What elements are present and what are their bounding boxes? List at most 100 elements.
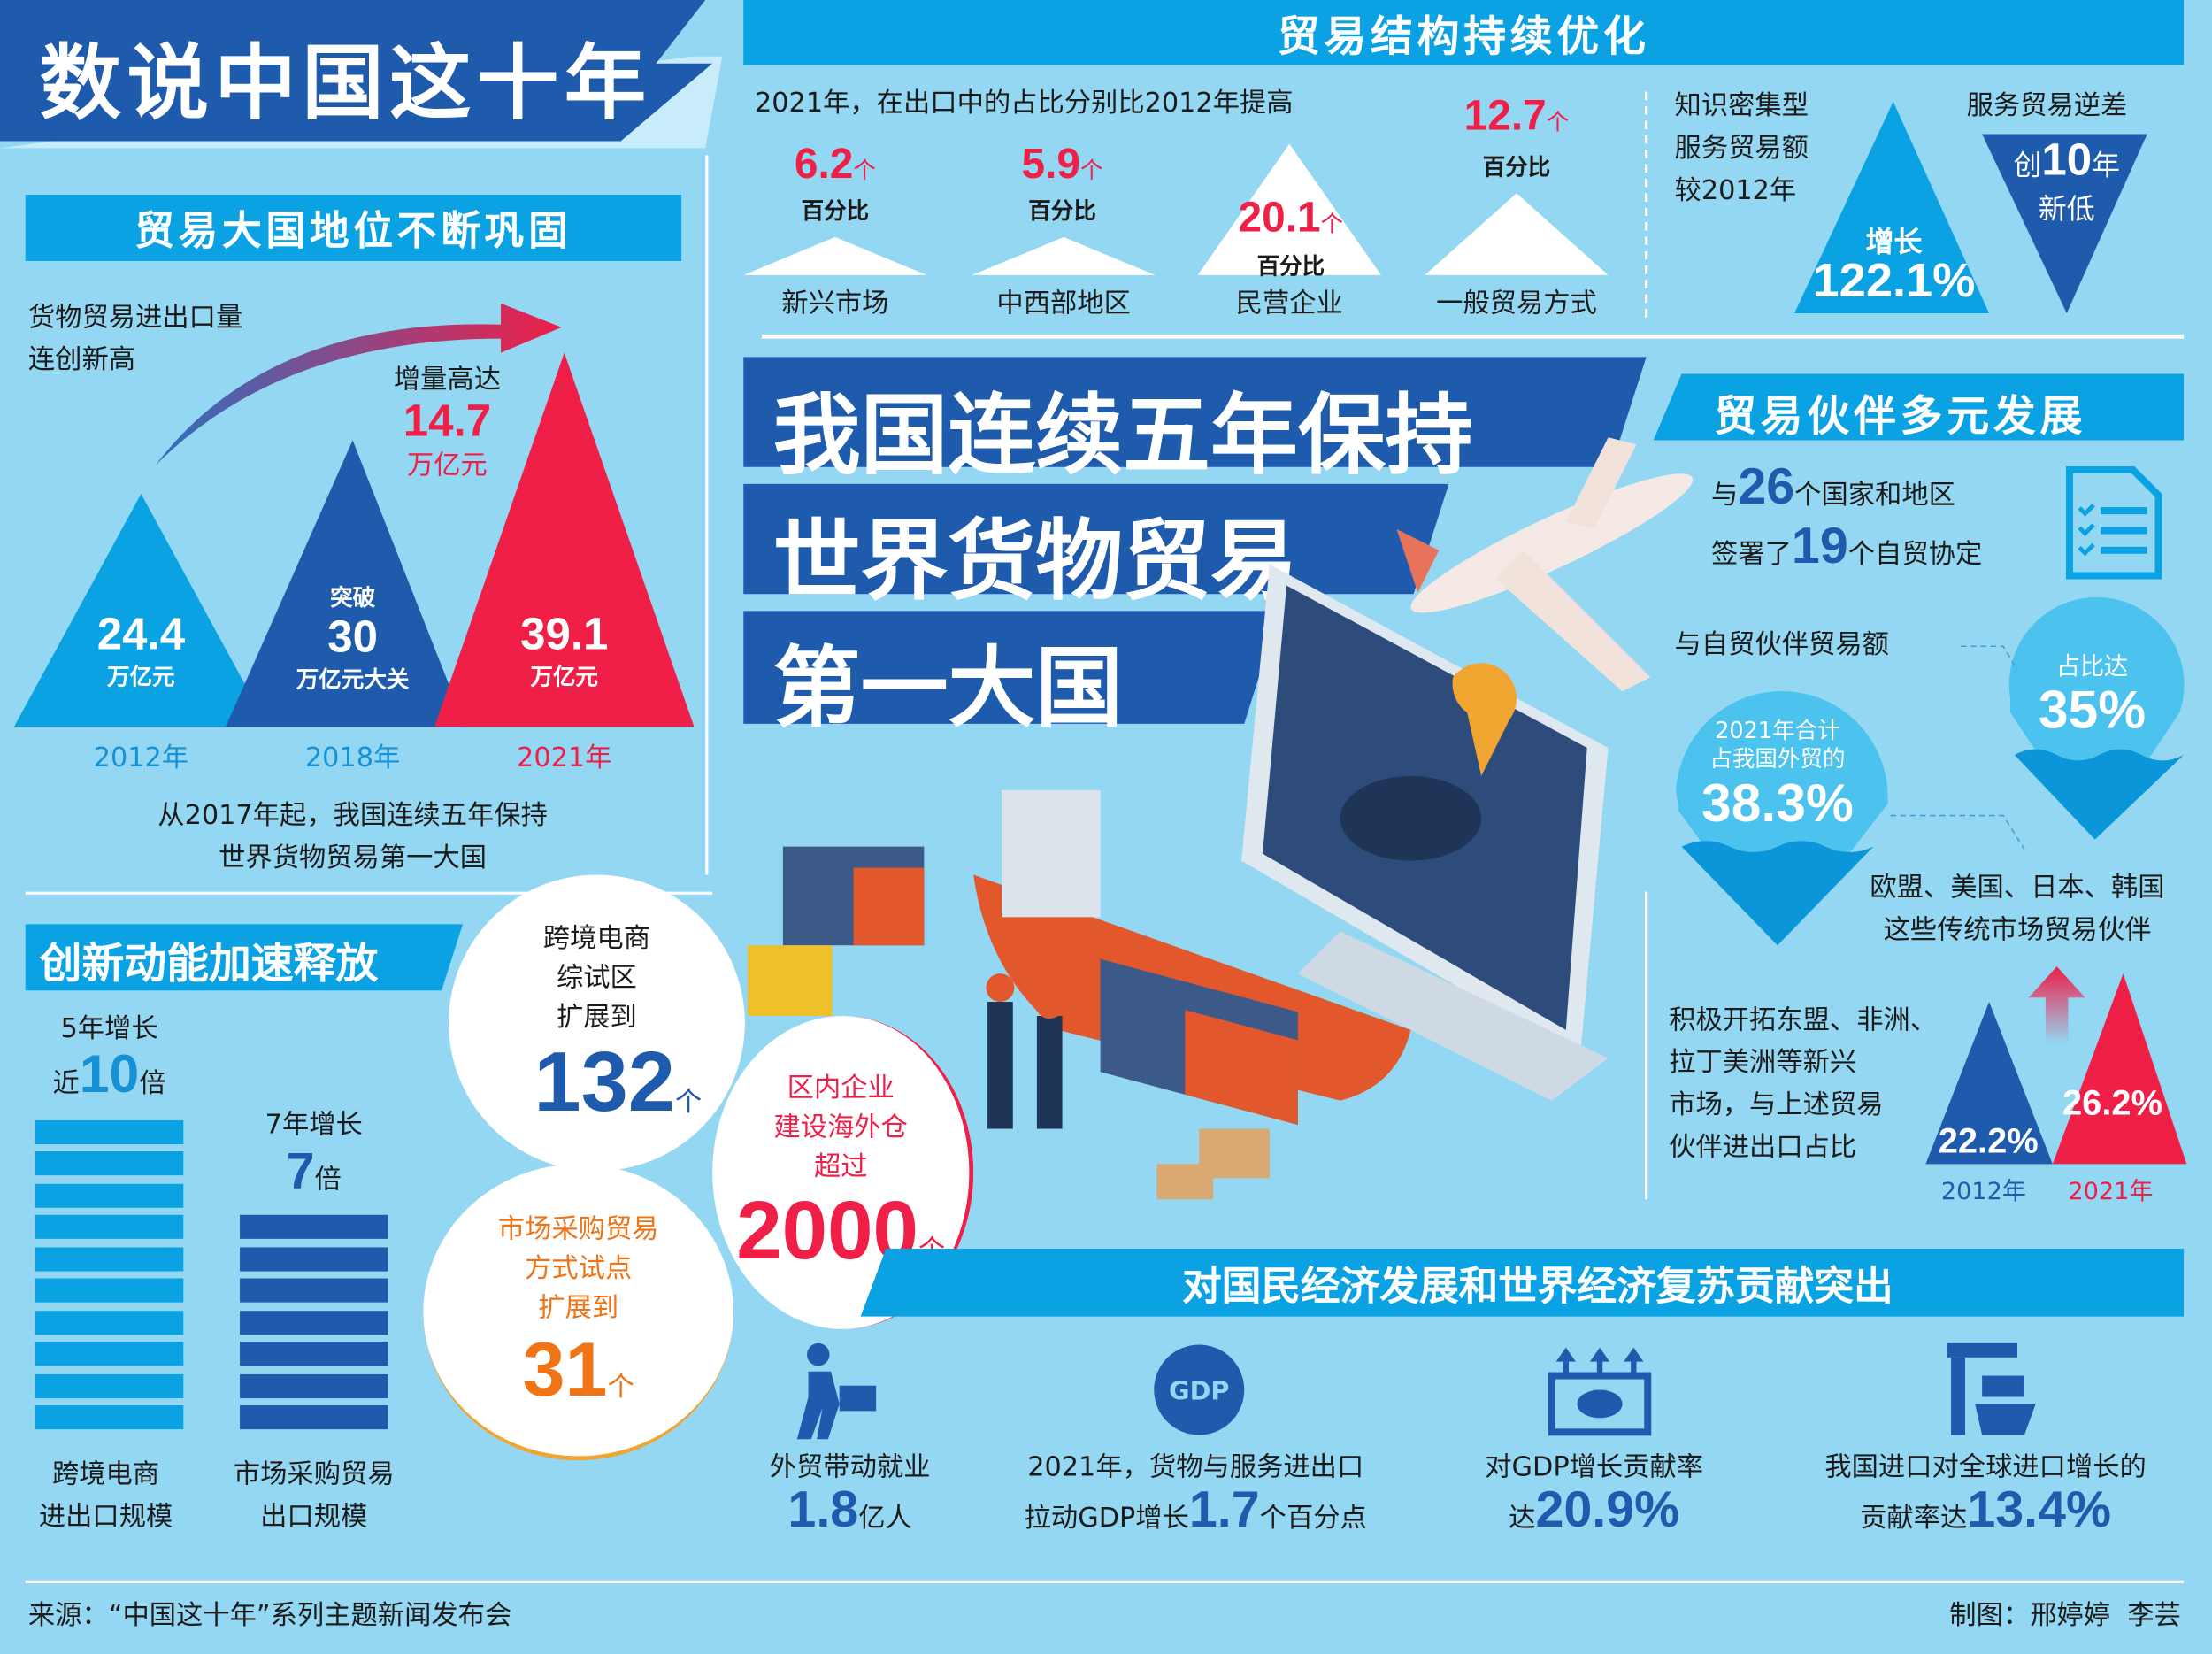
triangle-2012 [1925,1002,2053,1165]
pilot-zone-circle: 跨境电商 综试区 扩展到 132个 [449,874,745,1172]
line: 跨境电商 [51,1458,160,1490]
gdp-chart-icon [1548,1347,1652,1436]
value: 31 [522,1327,608,1412]
line: 2021年合计 [1715,716,1840,744]
airplane-icon [1396,437,1694,692]
trade-illustration [748,437,1694,1200]
divider [1645,891,1648,1200]
value: 26 [1738,457,1795,515]
boxes-icon [1156,1128,1270,1200]
stack-bar [35,1373,184,1398]
up-arrow-icon [2028,966,2085,1044]
bar-2018 [226,440,466,727]
unit: 万亿元 [107,663,175,690]
stack-bar [240,1373,388,1398]
unit-label: 百分比 [1256,252,1325,280]
divider [761,334,2185,339]
line: 7年增长 [265,1109,363,1141]
line: 进出口规模 [38,1501,173,1533]
document-checklist-icon [2065,465,2162,580]
divider [1645,91,1648,318]
post: 个自贸协定 [1847,539,1983,571]
drop-35-text: 占比达 35% [2015,646,2170,742]
line: 拉丁美洲等新兴 [1669,1047,1857,1079]
line: 方式试点 [525,1252,633,1284]
cargo-ship-icon [973,789,1411,1126]
pre: 与 [1711,480,1739,512]
unit: 个 [1546,108,1570,136]
emerging-markets: 积极开拓东盟、非洲、 拉丁美洲等新兴 市场，与上述贸易 伙伴进出口占比 [1669,999,1937,1168]
procurement-growth: 7年增长 7倍 [233,1104,395,1201]
item-label: 一般贸易方式 [1436,288,1597,319]
drop-38-text: 2021年合计 占我国外贸的 38.3% [1671,717,1883,835]
cbec-growth: 5年增长 近10倍 [28,1007,190,1106]
year-2021: 2021年 [517,742,612,773]
deficit-text: 创10年 新低 [1989,134,2144,227]
pre: 达 [1509,1503,1536,1535]
headline-line-3: 第一大国 [772,636,1124,740]
contribution-item-1: 外贸带动就业 1.8亿人 [719,1446,980,1539]
line: 综试区 [556,962,637,994]
status-chart [13,303,695,727]
value: 19 [1791,516,1848,574]
partners-header-bg [1653,373,2185,441]
share-triangles [1925,966,2187,1165]
line: 伙伴进出口占比 [1669,1131,1857,1163]
stack-bar [35,1182,184,1208]
value: 7 [286,1141,315,1200]
line: 积极开拓东盟、非洲、 [1669,1004,1938,1036]
value: 5.9 [1021,141,1081,188]
triangle-2021 [2052,973,2187,1165]
unit: 倍 [139,1067,166,1100]
bar-label-2018: 突破 30 万亿元大关 [268,579,437,695]
bar-2021 [434,352,695,727]
stack-bar [240,1310,388,1335]
post: 亿人 [858,1503,912,1535]
pre: 拉动GDP增长 [1024,1503,1189,1535]
title-banner [0,0,723,149]
fta-trade-label: 与自贸伙伴贸易额 [1674,629,1889,661]
drop-38 [1676,690,1888,946]
line: 占我国外贸的 [1709,744,1846,773]
bar-2012 [13,494,268,727]
value: 6.2 [794,141,854,188]
value: 14.7 [403,395,492,446]
value: 132 [534,1034,675,1129]
pre: 创 [2013,148,2042,182]
line: 外贸带动就业 [769,1451,931,1483]
value: 20.1 [1238,195,1321,242]
structure-subtitle: 2021年，在出口中的占比分别比2012年提高 [755,87,1294,119]
increase-label: 增量高达 14.7 万亿元 [370,358,525,482]
line: 2021年，货物与服务进出口 [1027,1451,1364,1483]
unit: 万亿元 [530,663,599,690]
unit-label: 百分比 [1028,197,1096,225]
stack-bar [240,1246,388,1271]
line: 5年增长 [60,1012,158,1044]
knowledge-text: 知识密集型 服务贸易额 较2012年 [1675,85,1809,212]
stack-bar [35,1119,184,1144]
unit-label: 百分比 [801,197,870,225]
line: 知识密集型 [1674,90,1809,122]
unit: 个 [1080,156,1103,184]
stack-bar [35,1214,184,1239]
value: 20.9% [1535,1480,1680,1538]
post: 个百分点 [1259,1503,1367,1535]
value: 12.7 [1463,93,1547,140]
fta-agreements: 签署了19个自贸协定 [1711,520,1983,575]
containers-icon [748,846,925,1016]
divider [25,891,713,895]
value: 10 [2041,134,2093,185]
value: 39.1 [520,608,609,659]
cbec-label: 跨境电商 进出口规模 [14,1453,197,1538]
procurement-pilot-circle: 市场采购贸易 方式试点 扩展到 31个 [423,1164,734,1461]
traditional-partners: 欧盟、美国、日本、韩国 这些传统市场贸易伙伴 [1841,866,2194,951]
stack-bar [240,1214,388,1239]
footer-divider [25,1580,2185,1583]
line: 出口规模 [260,1501,368,1533]
unit: 个 [674,1086,703,1118]
contribution-item-3: 对GDP增长贡献率 达20.9% [1453,1446,1735,1539]
stack-bar [240,1405,388,1430]
unit: 倍 [314,1164,342,1196]
port-crane-icon [1947,1342,2036,1435]
